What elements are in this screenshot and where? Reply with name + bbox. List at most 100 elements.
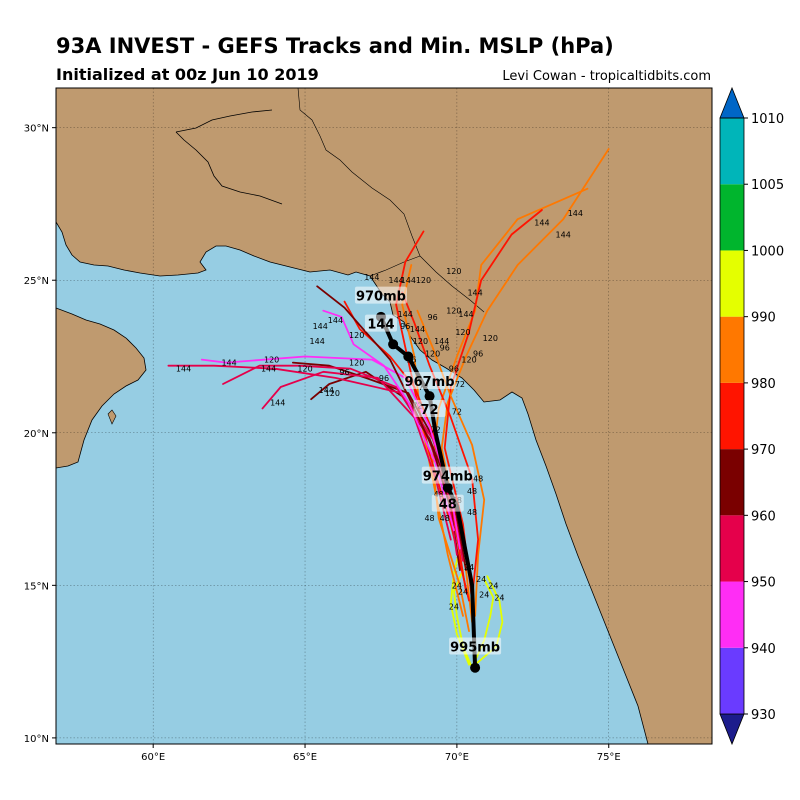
- hour-label: 144: [467, 288, 482, 297]
- colorbar-segment: [720, 581, 744, 648]
- map-subtitle: Initialized at 00z Jun 10 2019: [56, 65, 319, 84]
- x-tick-label: 75°E: [597, 752, 621, 763]
- hour-label: 120: [297, 365, 312, 374]
- hour-label: 120: [325, 389, 340, 398]
- colorbar-label: 980: [751, 377, 776, 392]
- y-tick-label: 30°N: [24, 124, 49, 135]
- pressure-label-bg: [449, 637, 502, 655]
- colorbar-segment: [720, 449, 744, 516]
- hour-label: 24: [479, 590, 489, 599]
- hour-label: 144: [568, 209, 583, 218]
- hour-label: 144: [310, 337, 325, 346]
- hour-label: 120: [446, 267, 461, 276]
- hour-label: 144: [410, 325, 425, 334]
- colorbar-label: 990: [751, 311, 776, 326]
- mean-hour-label: 144: [367, 318, 394, 333]
- hour-label: 144: [364, 273, 379, 282]
- mean-hour-label: 48: [439, 498, 457, 513]
- mean-track-point: [388, 339, 399, 350]
- member-track: [322, 309, 455, 532]
- colorbar-label: 1005: [751, 178, 784, 193]
- hour-label: 120: [349, 331, 364, 340]
- y-tick-label: 10°N: [24, 734, 49, 745]
- hour-label: 24: [494, 594, 504, 603]
- hour-label: 144: [401, 276, 416, 285]
- hour-label: 120: [483, 334, 498, 343]
- colorbar-high-arrow: [719, 86, 745, 119]
- x-tick-label: 65°E: [293, 752, 317, 763]
- hour-label: 144: [328, 316, 343, 325]
- hour-label: 96: [440, 343, 450, 352]
- forecast-hour-labels: 2424242424242424484848484848487272727272…: [176, 209, 583, 612]
- colorbar-label: 960: [751, 509, 776, 524]
- hour-label: 48: [467, 508, 477, 517]
- hour-label: 48: [473, 475, 483, 484]
- mean-track-point: [424, 391, 435, 402]
- pressure-label: 995mb: [450, 640, 500, 655]
- hour-label: 96: [400, 322, 410, 331]
- land-island: [107, 409, 117, 425]
- hour-label: 120: [446, 307, 461, 316]
- hour-label: 120: [413, 337, 428, 346]
- hour-label: 144: [398, 310, 413, 319]
- colorbar-segment: [720, 382, 744, 450]
- colorbar-segment: [720, 515, 744, 582]
- colorbar-label: 1010: [751, 112, 784, 127]
- hour-label: 96: [379, 374, 389, 383]
- x-tick-label: 70°E: [445, 752, 469, 763]
- colorbar-label: 1000: [751, 244, 784, 259]
- hour-label: 144: [389, 276, 404, 285]
- hour-label: 120: [416, 276, 431, 285]
- colorbar-segment: [720, 118, 744, 185]
- y-tick-label: 15°N: [24, 581, 49, 592]
- hour-label: 72: [455, 380, 465, 389]
- hour-label: 48: [434, 490, 444, 499]
- hour-label-bg: [413, 400, 446, 418]
- hour-label: 144: [458, 310, 473, 319]
- hour-label: 72: [452, 407, 462, 416]
- hour-label: 48: [424, 514, 434, 523]
- hour-label-bg: [431, 494, 464, 512]
- pressure-label-bg: [421, 466, 474, 484]
- hour-label: 120: [425, 349, 440, 358]
- hour-label: 120: [461, 356, 476, 365]
- colorbar-segment: [720, 184, 744, 251]
- colorbar-frame: [719, 117, 745, 715]
- hour-label: 24: [476, 575, 486, 584]
- hour-label: 144: [176, 365, 191, 374]
- hour-label: 120: [349, 359, 364, 368]
- hour-label: 24: [452, 581, 462, 590]
- hour-label-bg: [364, 314, 397, 332]
- hour-label: 96: [449, 365, 459, 374]
- hour-label: 144: [556, 230, 571, 239]
- member-track: [416, 309, 486, 617]
- pressure-label-bg: [354, 286, 407, 304]
- pressure-label: 974mb: [423, 470, 473, 485]
- mean-track-point: [403, 351, 414, 362]
- hour-label: 144: [313, 322, 328, 331]
- member-track: [316, 285, 452, 511]
- land-oman: [56, 307, 147, 469]
- hour-label: 24: [488, 581, 498, 590]
- colorbar-segment: [720, 316, 744, 383]
- hour-label: 24: [449, 603, 459, 612]
- colorbar-label: 950: [751, 576, 776, 591]
- hour-label: 144: [270, 398, 285, 407]
- pressure-label-bg: [403, 372, 456, 390]
- hour-label: 48: [467, 487, 477, 496]
- map-frame: [55, 87, 713, 745]
- member-track: [401, 291, 480, 599]
- colorbar-label: 970: [751, 443, 776, 458]
- pressure-label: 970mb: [356, 290, 406, 305]
- pressure-colorbar: 930 940 950 960 970 980 990 1000 1005 1010: [719, 86, 784, 746]
- mean-track-line: [379, 315, 478, 668]
- y-tick-label: 20°N: [24, 429, 49, 440]
- y-tick-label: 25°N: [24, 276, 49, 287]
- hour-label: 96: [339, 368, 349, 377]
- land-arabia: [56, 88, 712, 744]
- colorbar-label: 930: [751, 708, 776, 723]
- hour-label: 96: [473, 349, 483, 358]
- colorbar-low-arrow: [719, 713, 745, 746]
